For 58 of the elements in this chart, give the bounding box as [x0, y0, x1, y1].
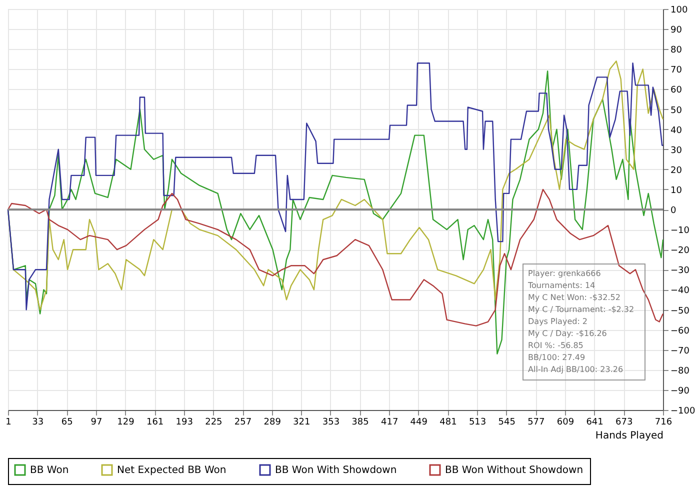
y-tick-label: −80 — [670, 366, 690, 376]
x-tick-label: 577 — [528, 418, 545, 428]
y-tick-label: −50 — [670, 306, 690, 316]
x-tick-label: 193 — [176, 418, 193, 428]
y-tick-label: 10 — [670, 186, 682, 196]
x-tick-label: 385 — [352, 418, 369, 428]
x-tick-label: 129 — [117, 418, 135, 428]
legend-label: BB Won With Showdown — [275, 465, 397, 476]
y-tick-label: −60 — [670, 326, 690, 336]
annotation: My C Net Won: -$32.52 — [528, 293, 620, 302]
x-tick-label: 716 — [654, 418, 672, 428]
y-tick-label: 100 — [670, 6, 688, 16]
x-axis-title: Hands Played — [595, 430, 664, 442]
x-tick-label: 545 — [498, 418, 516, 428]
x-tick-label: 673 — [616, 418, 633, 428]
x-tick-label: 289 — [264, 418, 282, 428]
x-tick-label: 513 — [468, 418, 486, 428]
annotation: My C / Tournament: -$2.32 — [528, 305, 634, 314]
y-tick-label: 0 — [670, 206, 676, 216]
x-tick-label: 321 — [293, 418, 310, 428]
y-tick-label: −40 — [670, 286, 690, 296]
x-tick-label: 609 — [556, 418, 574, 428]
legend-label: Net Expected BB Won — [117, 465, 226, 476]
x-tick-label: 257 — [234, 418, 252, 428]
x-tick-label: 161 — [146, 418, 164, 428]
x-tick-label: 97 — [90, 418, 102, 428]
x-tick-label: 65 — [61, 418, 73, 428]
y-tick-label: 40 — [670, 126, 682, 136]
y-tick-label: −70 — [670, 346, 690, 356]
y-tick-label: −10 — [670, 226, 690, 236]
x-tick-label: 1 — [6, 418, 12, 428]
annotation: Tournaments: 14 — [527, 281, 596, 290]
annotation: ROI %: -56.85 — [528, 341, 584, 350]
y-tick-label: 80 — [670, 46, 682, 56]
annotation: Days Played: 2 — [528, 317, 588, 326]
annotation: All-In Adj BB/100: 23.26 — [528, 365, 624, 374]
y-tick-label: 50 — [670, 106, 682, 116]
legend-label: BB Won — [30, 465, 69, 476]
annotation: BB/100: 27.49 — [528, 353, 586, 362]
x-tick-label: 481 — [440, 418, 457, 428]
annotation: My C / Day: -$16.26 — [528, 329, 607, 338]
y-tick-label: 90 — [670, 26, 682, 36]
y-tick-label: −90 — [670, 386, 690, 396]
legend-label: BB Won Without Showdown — [445, 465, 584, 476]
y-tick-label: −100 — [670, 406, 696, 416]
x-tick-label: 33 — [32, 418, 44, 428]
y-tick-label: 70 — [670, 66, 682, 76]
annotation: Player: grenka666 — [528, 269, 601, 278]
y-tick-label: −20 — [670, 246, 690, 256]
x-tick-label: 449 — [410, 418, 428, 428]
y-tick-label: 60 — [670, 86, 682, 96]
x-tick-label: 417 — [380, 418, 398, 428]
x-tick-label: 225 — [205, 418, 222, 428]
x-tick-label: 353 — [322, 418, 340, 428]
y-tick-label: 30 — [670, 146, 682, 156]
y-tick-label: 20 — [670, 166, 682, 176]
x-tick-label: 641 — [586, 418, 604, 428]
y-tick-label: −30 — [670, 266, 690, 276]
